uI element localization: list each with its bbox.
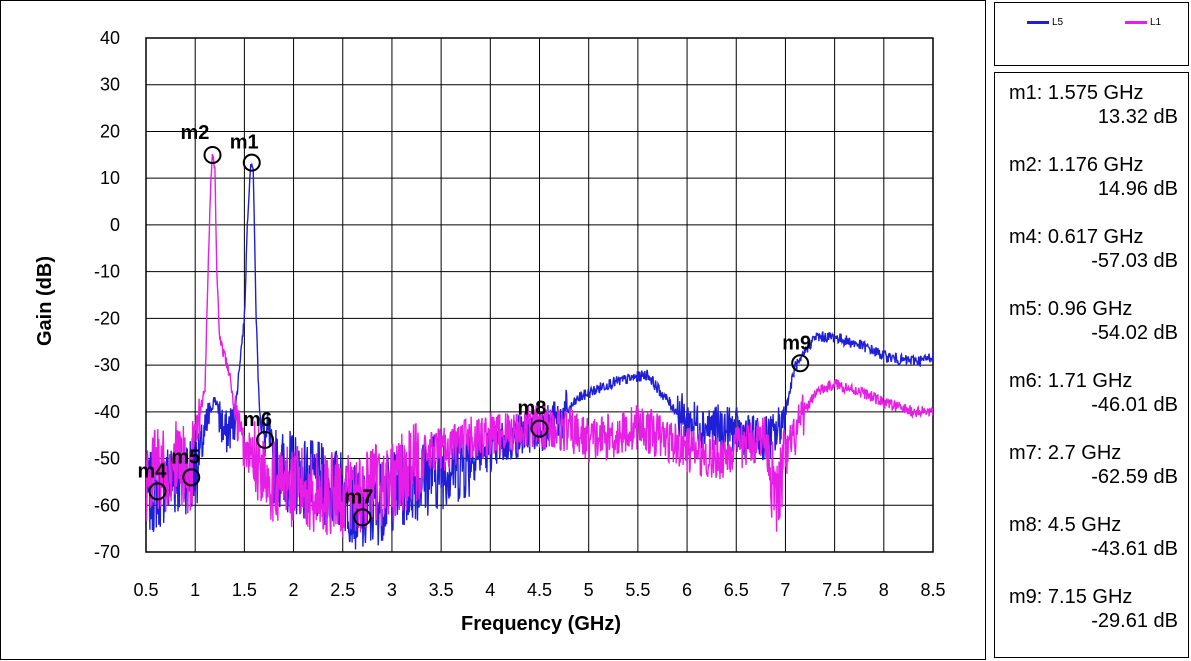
legend-swatch-l1 (1125, 21, 1147, 24)
marker-gain: -46.01 dB (1091, 394, 1178, 416)
x-tick-label: 2.5 (330, 580, 355, 600)
x-tick-label: 3 (387, 580, 397, 600)
x-tick-label: 4 (485, 580, 495, 600)
y-tick-label: -50 (94, 449, 120, 469)
marker-readout-panel: m1: 1.575 GHz 13.32 dB m2: 1.176 GHz 14.… (994, 72, 1189, 658)
legend-label-l5: L5 (1052, 17, 1064, 28)
marker-m5 (182, 468, 201, 487)
marker-frequency: 1.71 GHz (1047, 370, 1133, 392)
marker-label-m5: m5 (171, 446, 200, 468)
marker-m9 (791, 354, 810, 373)
y-tick-label: -40 (94, 402, 120, 422)
y-tick-label: 20 (100, 121, 120, 141)
legend-item-l1: L1 (1125, 17, 1161, 28)
legend-item-l5: L5 (1027, 17, 1063, 28)
y-tick-label: -60 (94, 495, 120, 515)
axis-layer: 0.5 1 1.5 2 2.5 3 3.5 4 4.5 5 5.5 6 6.5 7 7.5 8 8.5 40 30 2… (94, 28, 946, 600)
y-tick-label: -70 (94, 542, 120, 562)
x-tick-label: 8 (879, 580, 889, 600)
legend: L5 L1 (994, 2, 1189, 66)
x-axis-label: Frequency (GHz) (461, 613, 621, 635)
marker-label-m9: m9 (782, 332, 811, 354)
x-tick-label: 8.5 (920, 580, 945, 600)
marker-id: m6 (1009, 370, 1037, 392)
marker-gain: -62.59 dB (1091, 466, 1178, 488)
x-tick-label: 1 (190, 580, 200, 600)
y-tick-label: 40 (100, 28, 120, 48)
marker-frequency: 1.176 GHz (1047, 154, 1144, 176)
marker-frequency: 7.15 GHz (1047, 586, 1133, 608)
x-tick-label: 5.5 (625, 580, 650, 600)
marker-gain: -29.61 dB (1091, 610, 1178, 632)
x-tick-label: 6 (682, 580, 692, 600)
marker-label-m6: m6 (243, 409, 272, 431)
y-tick-label: -10 (94, 262, 120, 282)
marker-gain: -43.61 dB (1091, 538, 1178, 560)
x-tick-label: 4.5 (527, 580, 552, 600)
marker-frequency: 0.617 GHz (1047, 226, 1144, 248)
marker-id: m8 (1009, 514, 1037, 536)
y-tick-label: 10 (100, 168, 120, 188)
marker-gain: 14.96 dB (1097, 178, 1178, 200)
marker-m1 (242, 153, 261, 172)
y-axis-label: Gain (dB) (34, 256, 56, 346)
y-tick-label: 30 (100, 75, 120, 95)
x-tick-label: 7 (780, 580, 790, 600)
marker-frequency: 0.96 GHz (1047, 298, 1133, 320)
x-tick-label: 3.5 (429, 580, 454, 600)
y-tick-label: -30 (94, 355, 120, 375)
marker-label-m8: m8 (518, 398, 547, 420)
marker-id: m7 (1009, 442, 1037, 464)
legend-swatch-l5 (1027, 21, 1049, 24)
x-tick-label: 7.5 (822, 580, 847, 600)
marker-gain: -54.02 dB (1091, 322, 1178, 344)
y-tick-label: 0 (110, 215, 120, 235)
marker-label-m1: m1 (230, 132, 259, 154)
marker-gain: 13.32 dB (1097, 106, 1178, 128)
marker-label-m4: m4 (138, 460, 168, 482)
marker-m4 (148, 482, 167, 501)
legend-label-l1: L1 (1150, 17, 1162, 28)
plot-area-border (145, 37, 934, 553)
y-tick-label: -20 (94, 308, 120, 328)
x-tick-label: 2 (289, 580, 299, 600)
marker-m8 (530, 419, 549, 438)
marker-frequency: 4.5 GHz (1047, 514, 1122, 536)
marker-id: m9 (1009, 586, 1037, 608)
x-tick-label: 1.5 (232, 580, 257, 600)
marker-id: m4 (1009, 226, 1037, 248)
marker-label-m2: m2 (181, 122, 210, 144)
marker-m7 (353, 508, 372, 527)
series-line-l1 (146, 153, 933, 538)
marker-id: m5 (1009, 298, 1037, 320)
marker-frequency: 1.575 GHz (1047, 82, 1144, 104)
marker-label-m7: m7 (344, 486, 373, 508)
x-tick-label: 5 (584, 580, 594, 600)
marker-m2 (203, 146, 222, 165)
marker-frequency: 2.7 GHz (1047, 442, 1122, 464)
marker-id: m2 (1009, 154, 1037, 176)
marker-gain: -57.03 dB (1091, 250, 1178, 272)
x-tick-label: 0.5 (133, 580, 158, 600)
x-tick-label: 6.5 (724, 580, 749, 600)
marker-m6 (256, 430, 275, 449)
marker-id: m1 (1009, 82, 1037, 104)
plot-frame: m1 m2 m4 m5 m6 m7 m8 m9 0.5 1 1.5 2 2.5 3 3.5 4 4.5 5 5.5… (0, 0, 986, 660)
